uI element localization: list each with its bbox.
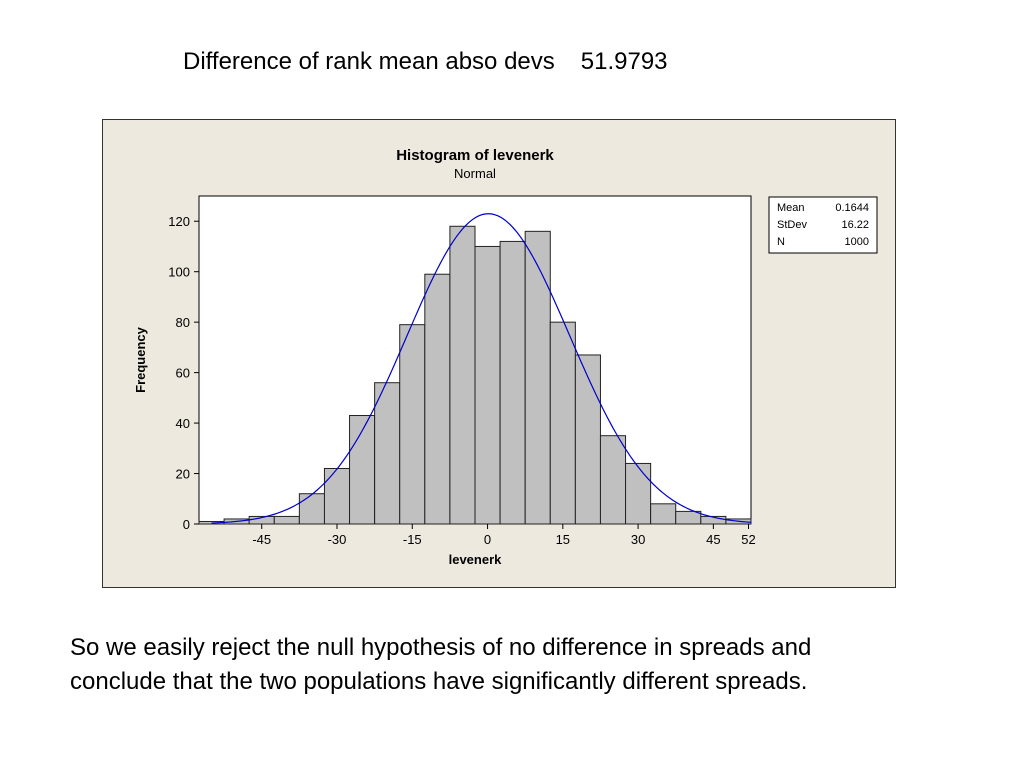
histogram-bar (474, 245, 501, 525)
conclusion-line: conclude that the two populations have s… (70, 668, 808, 695)
x-axis-label: levenerk (449, 552, 503, 567)
histogram-bar (298, 493, 325, 525)
x-tick-label: 52 (741, 532, 755, 547)
chart-title: Histogram of levenerk (396, 147, 554, 164)
histogram-bar (599, 435, 627, 525)
histogram-bar (273, 515, 300, 525)
y-tick-label: 40 (176, 416, 190, 431)
histogram-bar (349, 415, 376, 525)
y-tick-label: 100 (168, 265, 190, 280)
histogram-bar (524, 230, 551, 525)
stats-label: Mean (777, 202, 805, 214)
histogram-bar (675, 510, 702, 525)
conclusion-text: So we easily reject the null hypothesis … (70, 631, 970, 699)
histogram-chart: Histogram of levenerk Normal 0 20 40 60 80 100 1… (102, 119, 896, 588)
stats-value: 1000 (845, 236, 869, 248)
normal-fit-curve (211, 213, 752, 524)
y-tick-label: 60 (176, 366, 190, 381)
y-tick-label: 20 (176, 467, 190, 482)
histogram-bar (449, 225, 476, 525)
stats-label: StDev (777, 219, 807, 231)
histogram-svg: Histogram of levenerk Normal 0 20 40 60 80 100 1… (133, 147, 878, 567)
stats-value: 16.22 (841, 219, 869, 231)
histogram-bar (424, 273, 451, 525)
y-tick-label: 0 (183, 517, 190, 532)
histogram-bar (625, 462, 652, 525)
y-axis-label: Frequency (133, 326, 148, 393)
conclusion-line: So we easily reject the null hypothesis … (70, 634, 812, 661)
y-tick-label: 80 (176, 315, 190, 330)
x-tick-label: 0 (484, 532, 491, 547)
x-tick-label: -30 (328, 532, 347, 547)
histogram-bar (374, 382, 401, 525)
histogram-bar (399, 324, 426, 525)
x-tick-label: -15 (403, 532, 422, 547)
histogram-bar (574, 354, 601, 525)
histogram-bar (650, 503, 677, 525)
slide-title-value: 51.9793 (580, 48, 668, 75)
histogram-bar (549, 321, 576, 525)
y-tick-label: 120 (168, 214, 190, 229)
x-tick-label: 15 (556, 532, 570, 547)
stats-box (768, 196, 878, 254)
slide-title-text: Difference of rank mean abso devs (183, 48, 555, 75)
x-tick-label: 45 (706, 532, 720, 547)
histogram-bar (323, 467, 351, 525)
histogram-bar (499, 240, 526, 525)
chart-subtitle: Normal (454, 166, 496, 181)
x-tick-label: 30 (631, 532, 645, 547)
slide-title: Difference of rank mean abso devs 51.9793 (183, 48, 668, 76)
x-tick-label: -45 (252, 532, 271, 547)
stats-label: N (777, 236, 785, 248)
stats-value: 0.1644 (835, 202, 869, 214)
